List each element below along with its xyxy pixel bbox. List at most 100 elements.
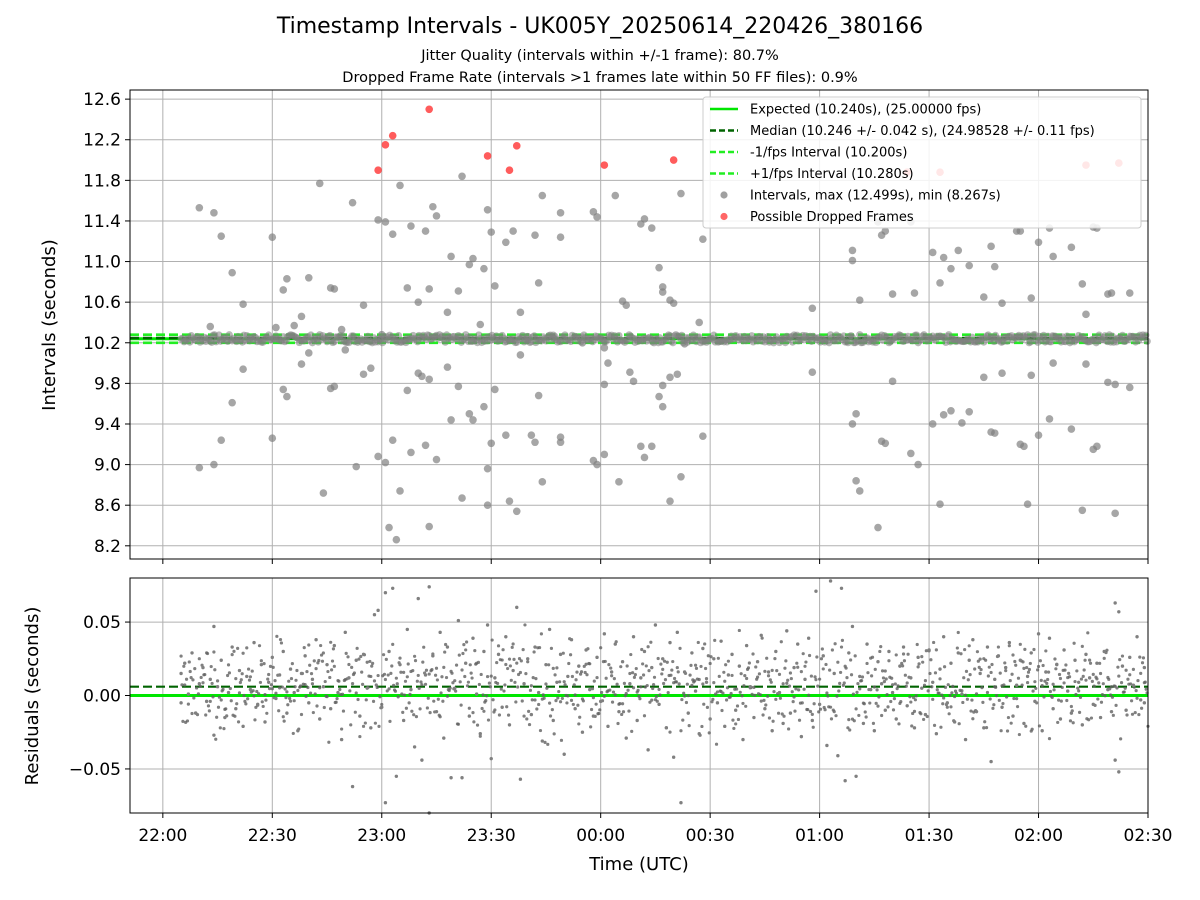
residual-cloud-point [571, 702, 575, 707]
residual-point [1066, 689, 1070, 693]
residual-cloud-point [1084, 678, 1088, 682]
residual-cloud-point [187, 660, 191, 664]
residual-point [540, 739, 545, 743]
interval-band-point [789, 338, 797, 346]
residual-cloud-point [411, 669, 415, 673]
residual-point [755, 660, 760, 664]
residual-cloud-point [666, 690, 670, 695]
residual-cloud-point [865, 661, 869, 666]
residual-point [307, 701, 311, 705]
interval-point [1125, 289, 1134, 297]
interval-point [655, 392, 663, 401]
residual-point [974, 709, 979, 714]
legend: Expected (10.240s), (25.00000 fps) Median… [702, 96, 1142, 229]
residual-cloud-point [561, 651, 565, 655]
residual-cloud-point [408, 692, 412, 696]
interval-point [1045, 415, 1054, 423]
residual-cloud-point [1048, 689, 1052, 694]
interval-point [578, 338, 587, 347]
residual-cloud-point [845, 675, 849, 680]
residual-cloud-point [589, 707, 594, 712]
residual-cloud-point [998, 671, 1002, 675]
residual-point [810, 718, 815, 723]
residual-cloud-point [402, 670, 406, 674]
residual-point [686, 711, 690, 715]
residual-cloud-point [954, 691, 959, 695]
residual-cloud-point [527, 709, 531, 713]
residual-cloud-point [463, 674, 467, 679]
residual-cloud-point [538, 728, 543, 733]
residual-cloud-point [726, 659, 730, 663]
interval-point [1023, 500, 1032, 508]
residual-cloud-point [647, 669, 651, 673]
residual-cloud-point [948, 693, 952, 698]
residual-cloud-point [763, 669, 767, 673]
residual-cloud-point [226, 663, 231, 667]
residual-cloud-point [546, 742, 550, 746]
residual-cloud-point [459, 703, 463, 707]
residual-cloud-point [566, 694, 570, 698]
residual-cloud-point [1131, 667, 1136, 671]
residual-cloud-point [278, 637, 283, 642]
residual-cloud-point [663, 677, 668, 682]
residual-cloud-point [851, 692, 855, 696]
residual-point [511, 668, 515, 673]
residual-point [803, 677, 807, 682]
residual-cloud-point [239, 678, 243, 682]
residual-cloud-point [314, 667, 318, 671]
residual-cloud-point [553, 673, 557, 677]
interval-point [593, 460, 601, 469]
residual-cloud-point [194, 686, 199, 690]
residual-cloud-point [703, 642, 707, 646]
residual-point [748, 684, 752, 689]
residual-cloud-point [478, 734, 482, 738]
residual-point [796, 642, 800, 646]
residual-cloud-point [887, 659, 891, 663]
residual-cloud-point [644, 664, 648, 668]
residual-cloud-point [283, 687, 287, 691]
residual-cloud-point [1005, 729, 1010, 733]
residual-point [496, 652, 501, 657]
residual-point [467, 714, 472, 718]
residual-cloud-point [454, 663, 459, 667]
residual-cloud-point [883, 669, 887, 673]
residual-cloud-point [656, 656, 660, 661]
residual-cloud-point [665, 660, 669, 664]
residual-point [890, 690, 895, 695]
residual-cloud-point [518, 670, 523, 675]
residual-cloud-point [1091, 672, 1095, 676]
residual-point [277, 673, 282, 677]
residual-point [1062, 648, 1066, 652]
residual-cloud-point [734, 722, 738, 726]
residual-point [350, 784, 355, 789]
residual-cloud-point [1013, 659, 1017, 664]
interval-point [600, 344, 609, 352]
residual-cloud-point [209, 664, 213, 669]
residual-point [252, 640, 256, 645]
residual-cloud-point [308, 663, 312, 667]
residual-cloud-point [288, 696, 292, 700]
residual-cloud-point [542, 696, 546, 700]
interval-point [283, 275, 291, 283]
legend-swatch-dot [720, 191, 728, 199]
residual-cloud-point [966, 678, 970, 682]
residual-cloud-point [526, 660, 530, 664]
residual-cloud-point [624, 691, 628, 696]
residual-cloud-point [1009, 721, 1013, 725]
intervals-y-tick-label: 11.4 [83, 212, 121, 232]
residual-point [474, 692, 479, 696]
residual-cloud-point [232, 649, 236, 653]
residual-cloud-point [403, 679, 408, 683]
residual-cloud-point [783, 666, 787, 670]
residual-cloud-point [1008, 679, 1012, 683]
residual-cloud-point [967, 644, 971, 648]
residual-cloud-point [469, 671, 473, 675]
residual-cloud-point [352, 671, 356, 675]
residual-point [186, 692, 191, 696]
residual-cloud-point [436, 697, 440, 701]
residual-point [328, 707, 333, 711]
residual-cloud-point [1090, 679, 1094, 683]
residual-cloud-point [415, 679, 419, 683]
residual-cloud-point [575, 670, 579, 674]
